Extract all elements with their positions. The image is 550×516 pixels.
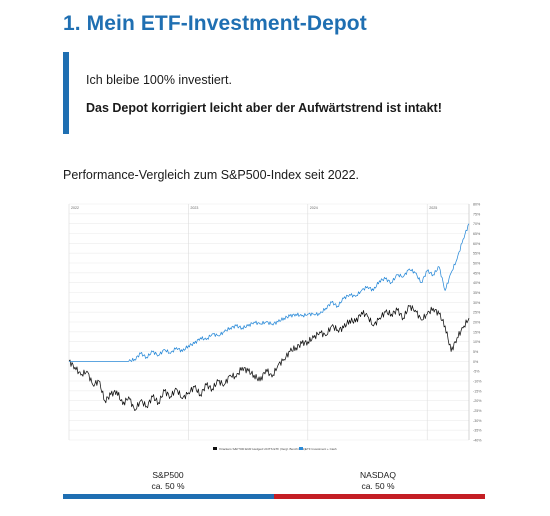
legend-entry: Xtrackers S&P 500 EUR Hedged UCITS ETF (… bbox=[219, 447, 306, 451]
y-tick-label: 60% bbox=[473, 242, 481, 246]
quote-text: Ich bleibe 100% investiert. bbox=[86, 73, 232, 87]
chart-caption: Performance-Vergleich zum S&P500-Index s… bbox=[63, 168, 359, 182]
quote-emphasis-text: Das Depot korrigiert leicht aber der Auf… bbox=[86, 101, 442, 115]
x-tick-label: 2022 bbox=[71, 206, 79, 210]
legend-swatch bbox=[213, 447, 217, 450]
y-tick-label: -20% bbox=[473, 399, 482, 403]
depot-series-line bbox=[69, 223, 470, 362]
y-tick-label: 15% bbox=[473, 330, 481, 334]
y-tick-label: 25% bbox=[473, 311, 481, 315]
sp500-label: S&P500 bbox=[152, 470, 184, 480]
y-tick-label: -35% bbox=[473, 429, 482, 433]
y-tick-label: 75% bbox=[473, 212, 481, 216]
y-tick-label: 55% bbox=[473, 252, 481, 256]
performance-chart: 80% 75% 70% 65% 60% 55% 50% 45% 40% 35% 30% 25% 20% 1… bbox=[63, 200, 493, 455]
legend-swatch bbox=[299, 447, 303, 450]
y-tick-label: 70% bbox=[473, 222, 481, 226]
y-tick-label: 0% bbox=[473, 360, 479, 364]
benchmark-series-line bbox=[68, 305, 470, 411]
y-tick-label: -15% bbox=[473, 389, 482, 393]
nasdaq-allocation: NASDAQ ca. 50 % bbox=[313, 470, 443, 492]
y-tick-label: 20% bbox=[473, 321, 481, 325]
nasdaq-share: ca. 50 % bbox=[361, 481, 395, 491]
y-tick-label: -25% bbox=[473, 409, 482, 413]
legend-entry: ETF Investment + Cash bbox=[305, 447, 337, 451]
y-tick-label: 50% bbox=[473, 262, 481, 266]
y-tick-label: -10% bbox=[473, 380, 482, 384]
y-tick-label: 30% bbox=[473, 301, 481, 305]
y-tick-label: 45% bbox=[473, 271, 481, 275]
y-tick-label: 10% bbox=[473, 340, 481, 344]
y-tick-label: -40% bbox=[473, 439, 482, 443]
y-tick-label: 5% bbox=[473, 350, 479, 354]
x-tick-label: 2024 bbox=[310, 206, 318, 210]
y-tick-label: 35% bbox=[473, 291, 481, 295]
y-tick-label: -30% bbox=[473, 419, 482, 423]
nasdaq-label: NASDAQ bbox=[360, 470, 396, 480]
sp500-allocation: S&P500 ca. 50 % bbox=[103, 470, 233, 492]
y-tick-label: 65% bbox=[473, 232, 481, 236]
sp500-allocation-bar bbox=[63, 494, 274, 499]
quote-accent-bar bbox=[63, 52, 69, 134]
y-tick-label: 80% bbox=[473, 203, 481, 207]
x-tick-label: 2025 bbox=[429, 206, 437, 210]
page-title: 1. Mein ETF-Investment-Depot bbox=[63, 12, 367, 35]
nasdaq-allocation-bar bbox=[274, 494, 485, 499]
sp500-share: ca. 50 % bbox=[151, 481, 185, 491]
performance-chart-svg: 80% 75% 70% 65% 60% 55% 50% 45% 40% 35% 30% 25% 20% 1… bbox=[68, 203, 482, 451]
highlight-quote: Ich bleibe 100% investiert. Das Depot ko… bbox=[63, 52, 493, 134]
y-tick-label: -5% bbox=[473, 370, 480, 374]
x-tick-label: 2023 bbox=[190, 206, 198, 210]
allocation-split: S&P500 ca. 50 % NASDAQ ca. 50 % bbox=[63, 470, 485, 502]
y-tick-label: 40% bbox=[473, 281, 481, 285]
